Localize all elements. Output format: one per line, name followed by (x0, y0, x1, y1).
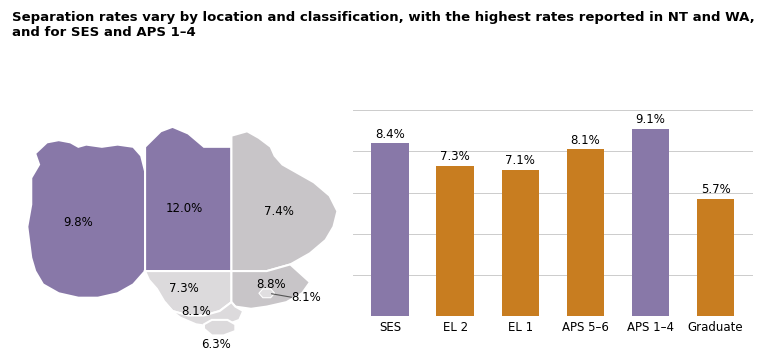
Text: 9.1%: 9.1% (636, 113, 666, 126)
Polygon shape (259, 289, 275, 298)
Text: 7.4%: 7.4% (263, 205, 293, 218)
Text: 5.7%: 5.7% (700, 183, 730, 196)
Bar (567, 149, 604, 316)
Text: 7.1%: 7.1% (505, 154, 535, 167)
Text: 8.8%: 8.8% (256, 278, 286, 291)
Text: 12.0%: 12.0% (166, 202, 203, 215)
Text: 7.3%: 7.3% (441, 150, 470, 163)
Polygon shape (164, 302, 243, 327)
Text: 8.1%: 8.1% (181, 304, 211, 317)
Polygon shape (231, 265, 310, 309)
Text: 8.1%: 8.1% (291, 291, 321, 304)
Bar (632, 129, 670, 316)
Bar (372, 143, 409, 316)
Polygon shape (145, 127, 231, 271)
Text: 7.3%: 7.3% (170, 282, 199, 295)
Bar (502, 170, 539, 316)
Bar (697, 199, 734, 316)
Polygon shape (145, 271, 231, 316)
Text: 6.3%: 6.3% (201, 338, 230, 351)
Text: Separation rates vary by location and classification, with the highest rates rep: Separation rates vary by location and cl… (12, 11, 754, 39)
Polygon shape (231, 131, 337, 271)
Polygon shape (204, 320, 235, 335)
Text: 8.4%: 8.4% (376, 128, 406, 141)
Text: 9.8%: 9.8% (64, 216, 93, 229)
Polygon shape (28, 140, 145, 298)
Bar (436, 166, 474, 316)
Text: 8.1%: 8.1% (571, 134, 601, 147)
